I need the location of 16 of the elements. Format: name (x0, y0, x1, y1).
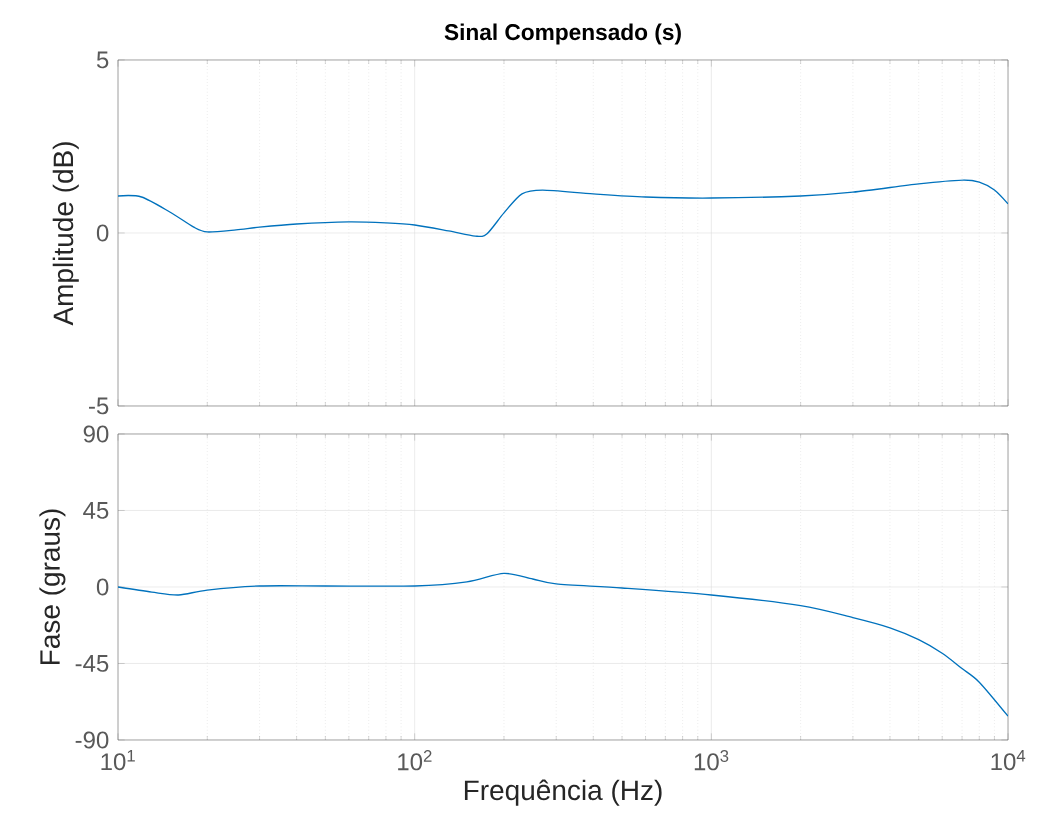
y-tick-label: -90 (75, 731, 109, 749)
y-tick-label: 45 (83, 502, 109, 519)
x-axis-title: Frequência (Hz) (464, 779, 662, 806)
y-tick-label: 0 (96, 224, 109, 242)
y-tick-label: 5 (96, 51, 109, 69)
x-tick-label: 10$^{2}$ (398, 750, 432, 771)
y-axis-title: Fase (graus) (39, 509, 66, 665)
y-tick-label: 90 (83, 425, 109, 443)
y-axis-title: Amplitude (dB) (52, 142, 79, 326)
y-tick-label: -5 (89, 397, 109, 415)
y-tick-label: 0 (96, 578, 109, 596)
chart-title: Sinal Compensado (s) (444, 23, 681, 45)
x-tick-label: 10$^{3}$ (694, 750, 729, 771)
x-tick-label: 10$^{1}$ (101, 750, 135, 771)
y-tick-label: -45 (75, 655, 109, 672)
x-tick-label: 10$^{4}$ (991, 750, 1026, 771)
